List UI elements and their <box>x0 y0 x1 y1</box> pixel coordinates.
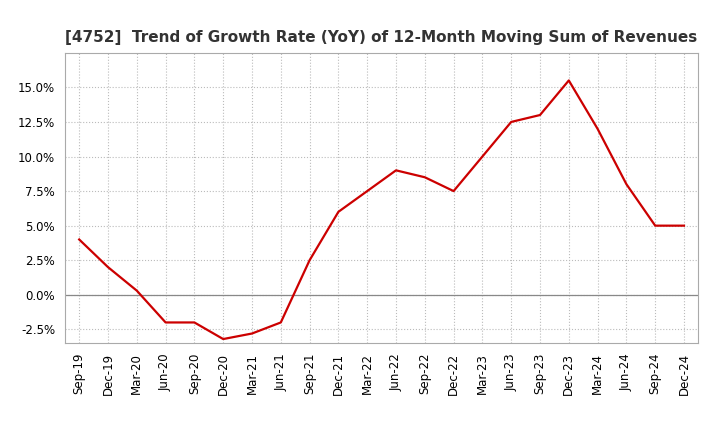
Title: [4752]  Trend of Growth Rate (YoY) of 12-Month Moving Sum of Revenues: [4752] Trend of Growth Rate (YoY) of 12-… <box>66 29 698 45</box>
